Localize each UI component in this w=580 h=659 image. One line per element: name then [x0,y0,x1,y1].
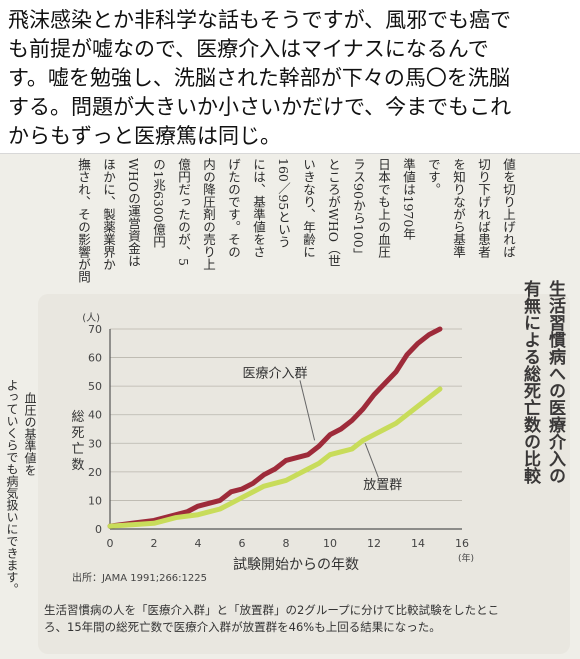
chart-title-line: 生活習慣病への医療介入の [545,280,565,484]
y-axis-label-char: 亡 [71,442,84,457]
caption-line: ろ、15年間の総死亡数で医療介入群が放置群を46%も上回る結果になった。 [44,620,441,634]
y-axis-label-char: 死 [71,426,84,441]
chart-card [38,294,570,654]
left-edge-text: よっていくらでも病気扱いにできます。 [5,379,19,595]
book-text-column: 準値は1970年 [401,158,416,240]
intervention-series-line [107,326,443,529]
book-text-column: ところがWHO（世 [326,158,341,267]
control-series-label: 放置群 [363,478,402,493]
caption-line: 生活習慣病の人を「医療介入群」と「放置群」の2グループに分けて比較試験をしたとこ [44,603,500,617]
y-tick-label: 0 [95,523,102,536]
y-unit-label: (人) [82,312,100,324]
book-text-column: WHOの運営資金は [126,158,141,267]
x-tick-label: 4 [195,537,202,550]
book-text-column: 日本でも上の血圧 [376,158,391,258]
tweet-line: も前提が嘘なので、医療介入はマイナスになるんで [8,37,489,61]
x-tick-label: 8 [283,537,290,550]
x-tick-label: 16 [455,537,469,550]
tweet-line: 飛沫感染とか非科学な話もそうですが、風邪でも癌で [8,8,512,32]
y-axis-label-char: 総 [71,410,84,425]
death-count-chart: 0 10 20 30 40 50 60 70 0 2 4 6 8 10 12 14 16 (人) (年) 総死亡数試験… [71,312,474,584]
book-text-column: には、基準値をさ [251,158,266,258]
y-tick-label: 50 [88,380,102,393]
x-tick-label: 14 [411,537,425,550]
tweet-line: する。問題が大きいか小さいかだけで、今までもこれ [8,95,512,119]
y-tick-label: 70 [88,323,102,336]
tweet-text: 飛沫感染とか非科学な話もそうですが、風邪でも癌で も前提が嘘なので、医療介入はマ… [8,6,574,151]
y-tick-label: 30 [88,437,102,450]
y-tick-label: 10 [88,494,102,507]
book-text-column: 160／95という [276,158,291,248]
book-text-column: いきなり、年齢に [301,158,316,258]
chart-source: 出所：JAMA 1991;266:1225 [72,571,207,584]
chart-title-line: 有無による総死亡数の比較 [520,280,540,484]
book-text-column: です。 [426,158,441,196]
book-text-column: 撫され、その影響が問 [76,158,91,283]
book-text-column: 億円だったのが、5 [176,158,191,266]
x-tick-label: 10 [323,537,337,550]
y-tick-label: 20 [88,466,102,479]
intervention-leader-line [299,380,316,441]
x-unit-label: (年) [458,552,474,564]
book-text-column: を知りながら基準 [451,158,466,258]
book-text-column: 切り下げれば患者 [476,158,491,258]
book-text-column: 内の降圧剤の売り上 [201,158,216,271]
book-text-column: げたのです。その [226,158,241,258]
tweet-line: す。嘘を勉強し、洗脳された幹部が下々の馬〇を洗脳 [8,66,510,90]
book-text-column: の1兆6300億円 [151,158,166,248]
book-text-column: ラス90から100」 [351,158,366,261]
control-leader-line [364,443,379,478]
book-text-column: ほかに、製薬業界か [101,158,116,271]
x-tick-label: 0 [107,537,114,550]
x-tick-label: 2 [151,537,158,550]
x-tick-label: 12 [367,537,381,550]
tweet-line: からもずっと医療篤は同じ。 [8,124,281,148]
chart-caption: 生活習慣病の人を「医療介入群」と「放置群」の2グループに分けて比較試験をしたとこ… [44,602,564,636]
book-text-column: 値を切り上げれば [501,158,516,258]
x-tick-label: 6 [239,537,246,550]
tweet-photo[interactable]: 値を切り上げれば 切り下げれば患者 を知りながら基準 です。 準値は1970年 日本でも上… [0,153,580,659]
y-axis-label-char: 数 [71,458,84,473]
y-tick-label: 60 [88,352,102,365]
left-edge-text: 血圧の基準値を [23,392,37,476]
intervention-series-label: 医療介入群 [242,367,307,382]
y-tick-label: 40 [88,409,102,422]
x-axis-label: 試験開始からの年数 [233,557,359,573]
control-series-line [107,386,443,529]
